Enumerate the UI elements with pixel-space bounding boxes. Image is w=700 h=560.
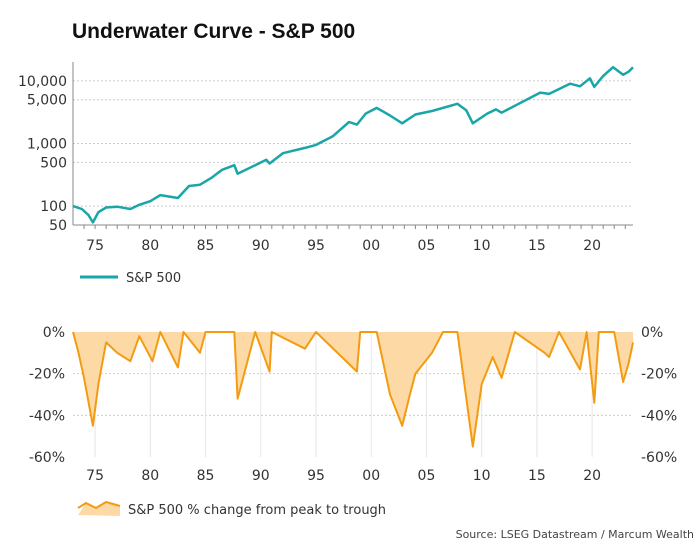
y-tick-label: 50 [49, 218, 67, 234]
x-tick-label: 10 [473, 238, 491, 254]
x-tick-label: 75 [86, 468, 104, 484]
y-tick-label-right: -40% [641, 408, 677, 424]
y-tick-label: 5,000 [27, 93, 67, 109]
drawdown-line [72, 331, 634, 448]
y-tick-label: 100 [40, 199, 67, 215]
x-tick-label: 85 [197, 468, 215, 484]
y-tick-label-left: -40% [29, 408, 65, 424]
x-tick-label: 00 [362, 468, 380, 484]
drawdown-area [73, 332, 633, 447]
legend-swatch-fill [78, 502, 120, 516]
y-tick-label-right: 0% [641, 325, 663, 341]
y-tick-label-left: -20% [29, 367, 65, 383]
source-note: Source: LSEG Datastream / Marcum Wealth [455, 528, 694, 541]
x-tick-label: 80 [141, 468, 159, 484]
x-tick-label: 85 [197, 238, 215, 254]
legend-swatch-line [77, 500, 121, 510]
x-tick-label: 15 [528, 468, 546, 484]
x-tick-label: 20 [583, 468, 601, 484]
y-tick-label: 1,000 [27, 137, 67, 153]
x-tick-label: 10 [473, 468, 491, 484]
y-tick-label-right: -20% [641, 367, 677, 383]
y-tick-label: 10,000 [18, 74, 67, 90]
legend-label: S&P 500 [126, 271, 181, 286]
sp500-line [72, 65, 634, 224]
x-tick-label: 05 [418, 468, 436, 484]
y-tick-label-left: -60% [29, 450, 65, 466]
x-tick-label: 90 [252, 468, 270, 484]
y-tick-label-left: 0% [43, 325, 65, 341]
x-tick-label: 15 [528, 238, 546, 254]
x-tick-label: 05 [418, 238, 436, 254]
x-tick-label: 75 [86, 238, 104, 254]
x-tick-label: 95 [307, 468, 325, 484]
x-tick-label: 00 [362, 238, 380, 254]
x-tick-label: 20 [583, 238, 601, 254]
legend-label: S&P 500 % change from peak to trough [128, 503, 386, 518]
chart-title: Underwater Curve - S&P 500 [72, 20, 356, 43]
x-tick-label: 80 [141, 238, 159, 254]
y-tick-label: 500 [40, 155, 67, 171]
x-tick-label: 95 [307, 238, 325, 254]
x-tick-label: 90 [252, 238, 270, 254]
y-tick-label-right: -60% [641, 450, 677, 466]
